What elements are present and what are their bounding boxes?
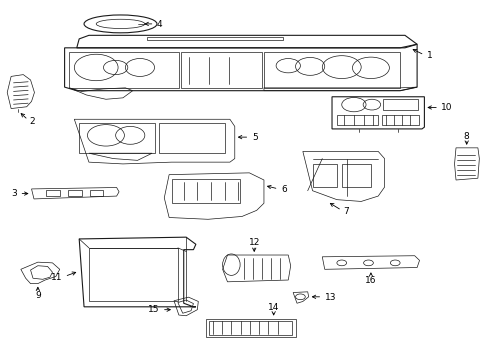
Bar (159, 123, 224, 153)
Bar (79, 123, 154, 153)
Bar (89, 248, 178, 301)
Text: 3: 3 (11, 189, 17, 198)
Bar (68, 190, 81, 196)
Text: 10: 10 (441, 103, 452, 112)
Text: 8: 8 (463, 132, 468, 141)
Text: 12: 12 (248, 238, 260, 247)
Bar (312, 164, 336, 187)
Bar (209, 321, 291, 335)
Text: 7: 7 (343, 207, 348, 216)
Bar (341, 164, 370, 187)
Text: 11: 11 (51, 273, 62, 282)
Bar (46, 190, 60, 196)
Bar (264, 52, 399, 88)
Bar (336, 114, 377, 125)
Bar (147, 37, 283, 40)
Text: 4: 4 (157, 20, 163, 29)
Text: 14: 14 (267, 303, 279, 312)
Text: 9: 9 (35, 291, 41, 300)
Bar (382, 99, 417, 111)
Text: 6: 6 (281, 185, 286, 194)
Bar (90, 190, 103, 196)
Bar (171, 179, 239, 203)
Bar (69, 52, 179, 88)
Bar (205, 319, 295, 337)
Bar (381, 114, 418, 125)
Text: 1: 1 (426, 51, 432, 60)
Bar (181, 52, 261, 88)
Text: 13: 13 (324, 293, 336, 302)
Text: 5: 5 (251, 133, 257, 142)
Text: 15: 15 (147, 305, 159, 314)
Text: 16: 16 (365, 275, 376, 284)
Text: 2: 2 (29, 117, 35, 126)
